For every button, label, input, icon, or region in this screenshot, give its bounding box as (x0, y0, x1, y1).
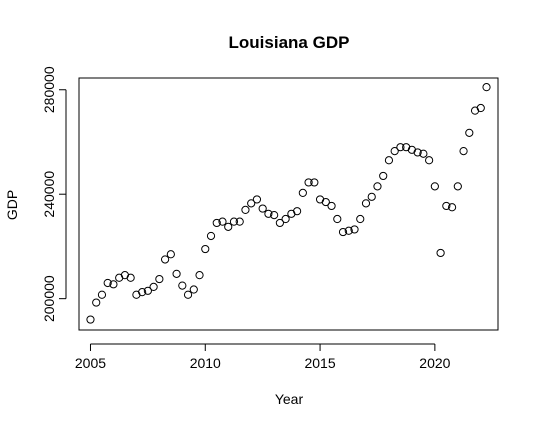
x-tick-label: 2010 (190, 355, 221, 371)
data-point (373, 182, 382, 191)
x-axis: 2005 2010 2015 2020 (75, 343, 451, 371)
data-point (109, 280, 118, 289)
data-point (333, 214, 342, 224)
data-point (298, 188, 307, 197)
data-points (86, 83, 491, 324)
y-axis: 200000 240000 280000 (41, 66, 67, 322)
data-point (212, 218, 221, 228)
data-point (419, 149, 428, 158)
data-point (476, 103, 485, 113)
y-tick-label: 280000 (41, 66, 57, 113)
data-point (430, 182, 439, 191)
plot-area (78, 77, 499, 331)
data-point (281, 214, 290, 224)
data-point (338, 227, 348, 237)
data-point (201, 244, 210, 254)
data-point (241, 205, 250, 214)
data-point (258, 204, 267, 213)
data-point (270, 211, 279, 220)
data-point (436, 248, 445, 258)
x-tick-label: 2020 (419, 355, 450, 371)
x-axis-label: Year (275, 391, 304, 407)
data-point (218, 217, 227, 226)
data-point (189, 285, 198, 294)
data-point (384, 156, 394, 165)
data-point (149, 282, 158, 292)
data-point (413, 148, 422, 157)
y-axis-label: GDP (4, 190, 20, 220)
data-point (310, 178, 319, 187)
data-point (442, 201, 451, 211)
data-point (161, 255, 170, 264)
chart-title: Louisiana GDP (229, 33, 350, 52)
data-point (138, 288, 147, 297)
x-tick-label: 2015 (304, 355, 335, 371)
data-point (465, 128, 474, 137)
data-point (126, 273, 135, 282)
y-tick-label: 200000 (41, 275, 57, 322)
data-point (482, 83, 491, 92)
data-point (92, 298, 101, 307)
data-point (166, 250, 175, 259)
data-point (356, 214, 365, 224)
data-point (195, 271, 204, 280)
data-point (183, 290, 193, 299)
data-point (247, 199, 256, 208)
data-point (229, 217, 239, 226)
data-point (293, 207, 302, 216)
data-point (447, 203, 457, 212)
data-point (350, 225, 359, 234)
data-point (367, 192, 376, 201)
data-point (206, 231, 216, 241)
data-point (103, 278, 112, 288)
data-point (264, 209, 273, 218)
data-point (459, 147, 468, 156)
data-point (275, 218, 284, 228)
data-point (143, 286, 152, 295)
data-point (224, 222, 233, 231)
data-point (155, 274, 164, 284)
data-point (178, 281, 187, 290)
data-point (172, 269, 181, 278)
data-point (390, 147, 399, 156)
data-point (235, 217, 244, 226)
data-point (379, 171, 388, 181)
data-point (344, 226, 353, 235)
data-point (396, 143, 405, 152)
data-point (97, 290, 107, 299)
data-point (252, 195, 262, 204)
data-point (321, 197, 330, 207)
data-point (304, 178, 313, 187)
data-point (86, 315, 95, 324)
data-point (361, 199, 371, 208)
data-point (425, 156, 434, 165)
data-point (453, 182, 462, 191)
data-point (327, 201, 336, 211)
y-tick-label: 240000 (41, 171, 57, 218)
x-tick-label: 2005 (75, 355, 106, 371)
